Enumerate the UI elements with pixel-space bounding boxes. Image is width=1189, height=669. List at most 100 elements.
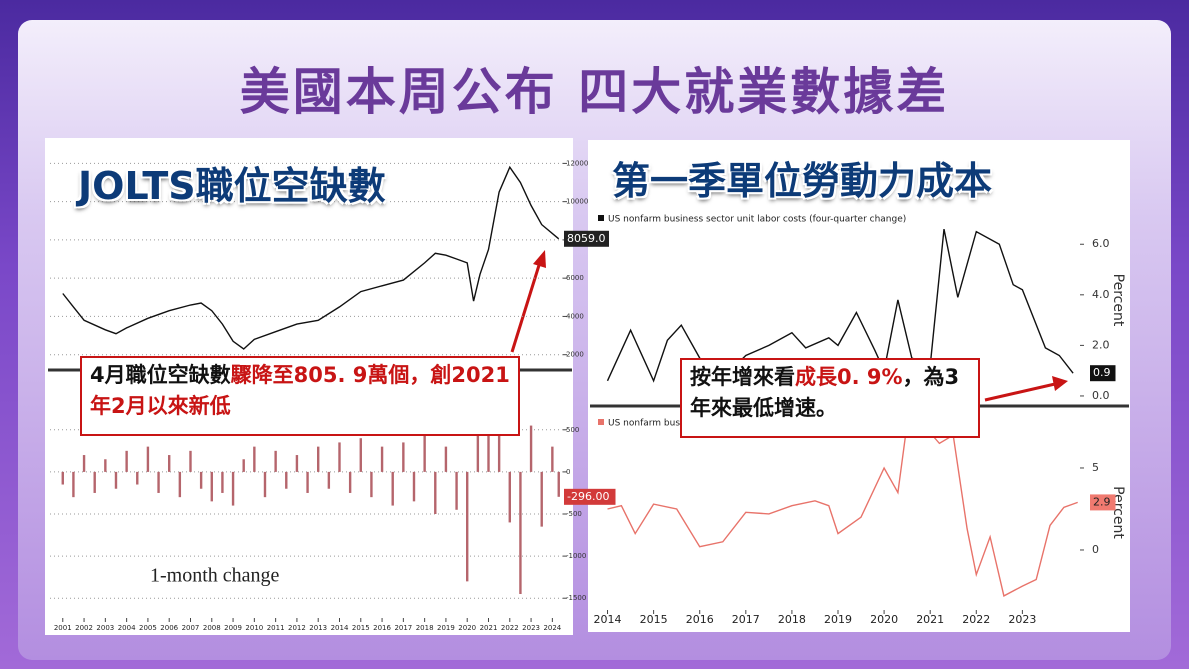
x-tick-label: 2021 [916, 613, 944, 626]
bar [444, 446, 448, 472]
bar [178, 471, 182, 498]
bar [455, 471, 458, 510]
bar [348, 471, 352, 493]
bar [82, 455, 86, 472]
y-tick-label: 2.0 [1092, 338, 1110, 351]
bar [434, 471, 437, 514]
x-tick-label: 2023 [522, 624, 540, 632]
arrow [510, 250, 1068, 402]
subtitle: 1-month change [150, 565, 280, 587]
bar [359, 438, 362, 472]
x-tick-label: 2015 [640, 613, 668, 626]
bar [61, 471, 64, 485]
x-tick-label: 2013 [309, 624, 327, 632]
x-tick-label: 2017 [732, 613, 760, 626]
bar [557, 471, 560, 497]
y-tick-label: 6.0 [1092, 237, 1110, 250]
bar [274, 450, 277, 472]
bar [466, 471, 469, 582]
bar [327, 471, 331, 489]
bar [253, 446, 256, 472]
y-tick-label: -500 [566, 510, 582, 518]
bar [125, 450, 128, 472]
headline: 美國本周公布 四大就業數據差 [239, 63, 950, 121]
y-tick-label: 0 [566, 468, 570, 476]
axis-label: Percent [1110, 486, 1126, 539]
line [606, 228, 1074, 383]
end-label: -296.00 [567, 490, 609, 503]
x-tick-label: 2011 [267, 624, 285, 632]
y-tick-label: 0.0 [1092, 389, 1110, 402]
y-tick-label: 4000 [566, 312, 584, 320]
bar [306, 471, 309, 493]
line [62, 165, 560, 350]
bar [295, 455, 299, 472]
bar [242, 459, 245, 472]
left-heading: JOLTS職位空缺數 [78, 164, 386, 208]
bar [221, 471, 224, 493]
x-tick-label: 2020 [458, 624, 476, 632]
legend-swatch [598, 215, 604, 221]
x-tick-label: 2005 [139, 624, 157, 632]
bar [508, 471, 511, 523]
bar [338, 442, 341, 472]
end-label-box [1090, 494, 1116, 511]
y-tick-label: 10000 [566, 198, 588, 206]
bar [391, 471, 394, 506]
caption-part: ，為3 年來最低增速。 [690, 365, 960, 420]
x-tick-label: 2002 [75, 624, 93, 632]
x-tick-label: 2006 [160, 624, 178, 632]
bar [157, 471, 160, 493]
x-tick-label: 2021 [480, 624, 498, 632]
end-label-box [564, 230, 609, 247]
x-tick-label: 2009 [224, 624, 242, 632]
bar [146, 446, 150, 472]
x-tick-label: 2023 [1008, 613, 1036, 626]
caption-part: 成長0. 9% [795, 365, 903, 389]
x-tick-label: 2019 [824, 613, 852, 626]
bar [380, 446, 384, 472]
bar [72, 471, 75, 498]
bar [423, 434, 426, 472]
x-tick-label: 2008 [203, 624, 221, 632]
end-label-box [564, 488, 616, 505]
x-tick-label: 2024 [543, 624, 561, 632]
bar [529, 425, 533, 472]
subtitle: US nonfarm busine [608, 419, 694, 429]
x-tick-label: 2001 [54, 624, 72, 632]
y-tick-label: 500 [566, 426, 579, 434]
y-tick-label: 6000 [566, 274, 584, 282]
x-tick-label: 2017 [394, 624, 412, 632]
x-tick-label: 2014 [594, 613, 622, 626]
x-tick-label: 2015 [352, 624, 370, 632]
x-tick-label: 2003 [96, 624, 114, 632]
subtitle: US nonfarm business sector unit labor co… [608, 215, 906, 225]
x-tick-label: 2020 [870, 613, 898, 626]
y-tick-label: 12000 [566, 159, 588, 167]
bar [476, 412, 480, 472]
bar [231, 471, 235, 506]
y-tick-label: 5 [1092, 461, 1099, 474]
line [607, 421, 1078, 597]
legend-swatch [598, 419, 604, 425]
axis-label: Percent [1110, 274, 1126, 327]
bar [551, 446, 554, 472]
bar [402, 442, 405, 472]
bar [168, 455, 171, 472]
caption-part: 驟降至805. 9萬個 [230, 363, 410, 387]
x-tick-label: 2014 [331, 624, 349, 632]
bar [136, 471, 139, 485]
bar [519, 471, 522, 594]
bar [497, 421, 501, 472]
bar [412, 471, 416, 502]
bar [317, 446, 320, 472]
bar [540, 471, 543, 527]
end-label-box [1090, 365, 1116, 382]
bar [285, 471, 288, 489]
y-tick-label: 4.0 [1092, 288, 1110, 301]
end-label: 2.9 [1093, 495, 1111, 508]
right-caption: 按年增來看成長0. 9%，為3 年來最低增速。 [680, 358, 980, 438]
bar [189, 450, 192, 472]
y-tick-label: -1000 [566, 552, 586, 560]
